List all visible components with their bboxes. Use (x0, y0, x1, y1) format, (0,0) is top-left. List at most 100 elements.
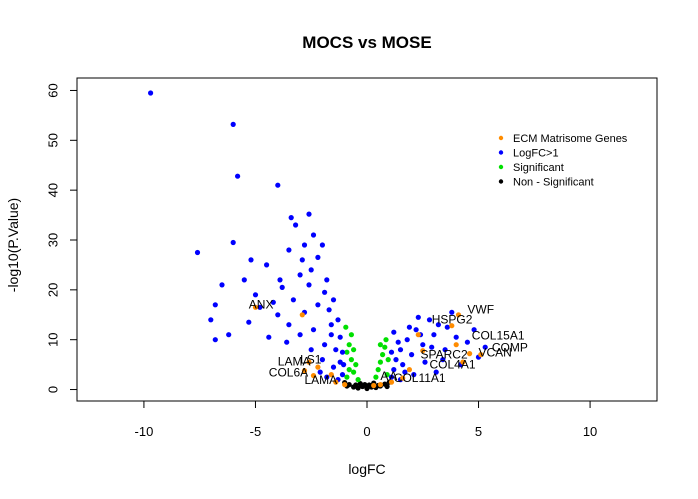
data-point (315, 364, 321, 370)
data-point (322, 342, 328, 348)
data-point (264, 262, 270, 268)
data-point (279, 284, 285, 290)
y-tick-label: 20 (45, 283, 60, 297)
data-point (339, 372, 346, 378)
data-point (402, 369, 408, 375)
legend-label: ECM Matrisome Genes (513, 133, 628, 145)
data-point (248, 257, 254, 263)
data-point (226, 332, 232, 338)
data-point (362, 382, 368, 388)
data-point (415, 332, 421, 338)
data-point (385, 357, 391, 363)
data-point (420, 342, 426, 348)
y-tick-label: 10 (45, 332, 60, 346)
gene-label: ANX (249, 297, 274, 311)
data-point (324, 374, 330, 380)
data-point (275, 182, 281, 188)
x-tick-label: 0 (363, 424, 370, 439)
data-point (335, 317, 341, 323)
data-point (391, 367, 397, 373)
data-point (406, 367, 412, 373)
data-point (194, 249, 201, 256)
data-point (449, 323, 455, 329)
data-point (429, 344, 435, 350)
gene-label: COL6A (269, 366, 308, 380)
data-point (388, 374, 395, 380)
data-point (400, 362, 406, 368)
data-point (388, 379, 395, 385)
gene-label: COL11A1 (394, 371, 446, 385)
data-point (391, 329, 397, 335)
data-point (404, 337, 410, 343)
data-point (342, 382, 348, 388)
data-point (440, 357, 446, 363)
data-point (330, 297, 337, 303)
data-point (319, 242, 325, 248)
data-point (346, 367, 352, 373)
data-point (373, 374, 379, 380)
series-ecm-matrisome-genes (252, 304, 484, 389)
data-point (270, 299, 276, 305)
data-point (308, 267, 314, 273)
data-point (353, 382, 359, 388)
series-significant (343, 324, 391, 383)
data-point (471, 327, 477, 333)
data-point (235, 173, 241, 179)
data-point (333, 347, 339, 353)
y-tick-label: 50 (45, 133, 60, 147)
gene-label: LS1 (300, 353, 322, 367)
legend: ECM Matrisome Genes LogFC>1 Significant Non… (498, 133, 628, 189)
data-point (395, 339, 401, 345)
gene-label: SPARC2 (421, 348, 468, 362)
data-point (460, 359, 466, 365)
data-point (301, 368, 308, 374)
x-tick-label: -10 (135, 424, 154, 439)
data-point (355, 377, 361, 383)
data-point (328, 322, 334, 328)
data-point (393, 357, 399, 363)
data-point (343, 324, 349, 330)
data-point (337, 334, 343, 340)
data-point (310, 327, 317, 333)
data-point (315, 302, 321, 308)
data-point (433, 369, 439, 375)
data-point (344, 374, 350, 380)
data-point (230, 121, 236, 127)
data-point (328, 372, 334, 378)
data-point (409, 352, 415, 358)
x-tick-label: -5 (250, 424, 262, 439)
data-point (388, 349, 395, 355)
data-point (266, 334, 272, 340)
data-point (383, 337, 389, 343)
data-point (284, 339, 290, 345)
gene-label: A (380, 369, 388, 383)
legend-label: Significant (513, 162, 564, 174)
data-point (411, 372, 417, 378)
x-tick-label: 5 (475, 424, 482, 439)
x-axis-label: logFC (348, 461, 385, 477)
plot-frame (76, 77, 658, 402)
data-point (306, 211, 312, 217)
data-point (377, 359, 383, 365)
data-point (326, 307, 332, 313)
data-point (415, 314, 421, 320)
data-point (442, 347, 448, 353)
data-point (426, 317, 433, 323)
data-point (406, 324, 412, 330)
data-point (420, 348, 426, 354)
gene-label: COL4A1 (430, 358, 476, 372)
data-point (257, 304, 263, 310)
data-point (324, 277, 330, 283)
data-point (353, 362, 359, 368)
data-point (286, 247, 292, 253)
data-point (315, 254, 321, 260)
legend-marker (498, 135, 504, 141)
data-point (310, 373, 317, 379)
gene-label: LAMA (305, 373, 338, 387)
axes: -10 -5 0 5 10 0 10 20 30 40 50 60 (45, 83, 597, 439)
legend-label: LogFC>1 (513, 148, 559, 160)
data-point (478, 352, 484, 358)
gene-label: VWF (467, 302, 494, 316)
data-point (246, 319, 252, 325)
